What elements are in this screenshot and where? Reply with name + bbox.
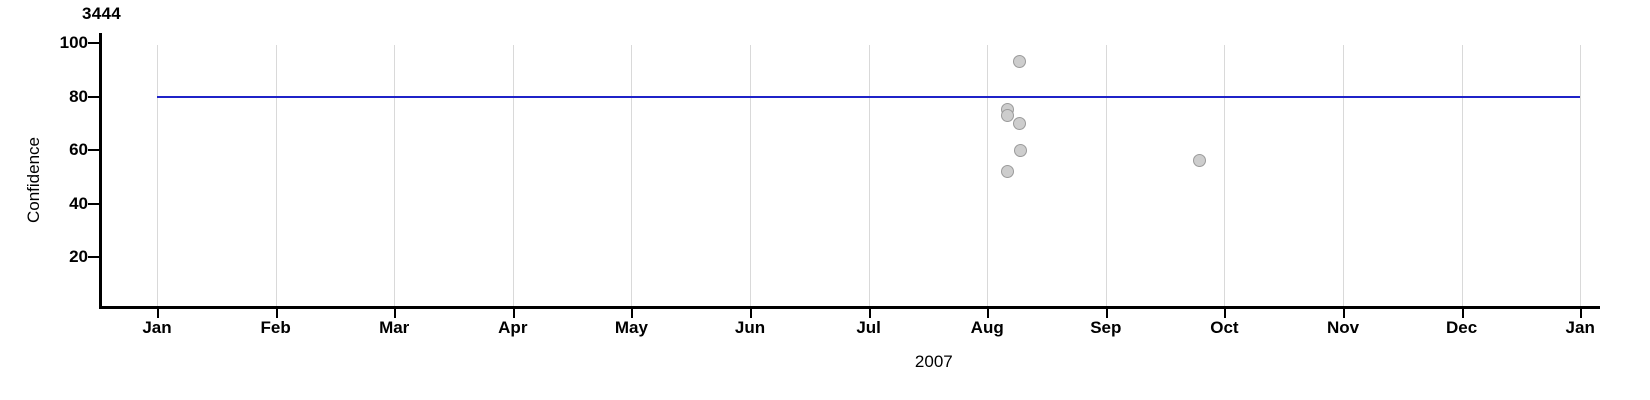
- x-tick-8: [1105, 308, 1108, 318]
- gridline-dec-11: [1461, 45, 1463, 306]
- y-axis-title: Confidence: [24, 137, 43, 224]
- x-tick-5: [750, 308, 752, 318]
- x-tick-label-10: Nov: [1326, 318, 1360, 337]
- data-point[interactable]: [1013, 143, 1027, 157]
- y-tick-100: [88, 42, 99, 44]
- data-point[interactable]: [1000, 108, 1014, 122]
- x-tick-label-4: May: [614, 318, 648, 337]
- y-tick-label-100: 100: [59, 33, 88, 52]
- gridline-aug-7: [987, 45, 989, 306]
- data-point[interactable]: [1000, 164, 1014, 178]
- x-tick-4: [631, 308, 634, 318]
- x-tick-label-3: Apr: [498, 318, 528, 337]
- x-tick-label-5: Jun: [734, 318, 766, 337]
- x-tick-label-7: Aug: [970, 318, 1004, 337]
- reference-line-80: [157, 95, 1581, 98]
- y-tick-80: [88, 95, 99, 98]
- gridline-jun-5: [750, 45, 751, 306]
- y-axis-line: [99, 33, 102, 309]
- gridline-jul-6: [868, 45, 870, 306]
- x-tick-label-12: Jan: [1565, 318, 1595, 337]
- data-point[interactable]: [1012, 116, 1026, 130]
- x-tick-10: [1343, 308, 1345, 318]
- gridline-mar-2: [394, 45, 396, 306]
- gridline-oct-9: [1224, 45, 1226, 306]
- y-tick-40: [88, 202, 99, 205]
- chart-title: 3444: [82, 4, 122, 23]
- x-tick-1: [275, 308, 278, 318]
- gridline-nov-10: [1343, 45, 1344, 306]
- gridline-sep-8: [1105, 45, 1107, 306]
- gridline-jan-0: [157, 45, 158, 306]
- x-tick-7: [987, 308, 990, 318]
- x-tick-6: [868, 308, 871, 318]
- x-axis-title: 2007: [914, 352, 953, 371]
- x-tick-2: [394, 308, 397, 318]
- x-tick-3: [512, 308, 515, 318]
- x-tick-0: [157, 308, 159, 318]
- x-tick-label-1: Feb: [260, 318, 291, 337]
- x-tick-label-2: Mar: [379, 318, 410, 337]
- y-tick-label-40: 40: [69, 193, 88, 213]
- x-tick-label-9: Oct: [1210, 318, 1239, 337]
- x-tick-label-8: Sep: [1090, 318, 1122, 337]
- gridline-may-4: [631, 45, 633, 306]
- gridline-jan-12: [1580, 45, 1582, 306]
- x-tick-11: [1461, 308, 1464, 318]
- data-point[interactable]: [1192, 154, 1206, 168]
- x-tick-label-11: Dec: [1446, 318, 1478, 337]
- y-tick-20: [88, 256, 99, 258]
- x-tick-label-6: Jul: [856, 318, 881, 337]
- y-tick-label-80: 80: [69, 86, 88, 106]
- gridline-apr-3: [512, 45, 514, 306]
- y-tick-60: [88, 149, 99, 151]
- data-point[interactable]: [1012, 55, 1026, 69]
- x-tick-label-0: Jan: [142, 318, 172, 337]
- x-axis-line: [99, 306, 1600, 309]
- gridline-feb-1: [275, 45, 277, 306]
- x-tick-12: [1580, 308, 1583, 318]
- y-tick-label-60: 60: [69, 140, 88, 159]
- x-tick-9: [1224, 308, 1227, 318]
- y-tick-label-20: 20: [69, 247, 88, 266]
